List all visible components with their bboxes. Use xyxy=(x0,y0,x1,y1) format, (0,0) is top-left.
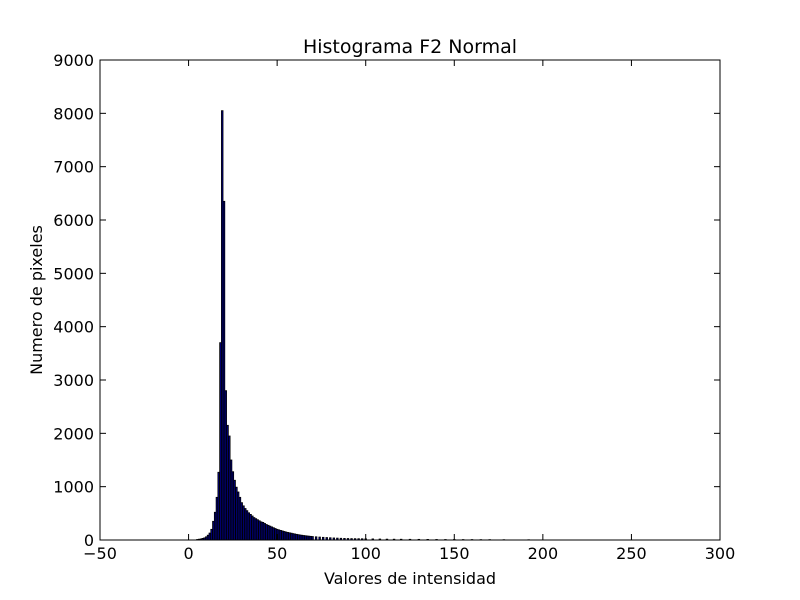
histogram-bar xyxy=(309,535,312,541)
histogram-bar xyxy=(263,523,266,541)
histogram-bar xyxy=(215,496,219,541)
histogram-bar xyxy=(235,486,238,541)
histogram-bar xyxy=(307,535,311,541)
x-tick-label: 0 xyxy=(183,544,193,563)
y-tick-label: 8000 xyxy=(53,104,94,123)
histogram-bar xyxy=(206,534,210,541)
histogram-bar xyxy=(247,512,250,541)
histogram-bar xyxy=(210,528,213,541)
histogram-bar xyxy=(293,533,297,541)
histogram-bar xyxy=(261,522,265,541)
histogram-bar xyxy=(265,524,268,541)
histogram-bar xyxy=(270,526,274,541)
histogram-bar xyxy=(277,529,281,541)
histogram-bar xyxy=(231,471,235,541)
y-tick-label: 3000 xyxy=(53,371,94,390)
histogram-bar xyxy=(252,517,256,541)
y-tick-label: 7000 xyxy=(53,158,94,177)
histogram-bar xyxy=(297,534,300,541)
histogram-bar xyxy=(219,342,222,541)
x-axis-title: Valores de intensidad xyxy=(324,569,496,588)
histogram-bar xyxy=(249,514,252,541)
histogram-bar xyxy=(258,520,261,541)
histogram-bar xyxy=(291,533,295,541)
histogram-bar xyxy=(238,496,242,541)
histogram-bar xyxy=(251,515,254,541)
histogram-bar xyxy=(244,508,247,541)
y-tick-label: 5000 xyxy=(53,264,94,283)
histogram-bar xyxy=(224,390,227,541)
histogram-bar xyxy=(298,534,302,541)
histogram-bar xyxy=(290,532,293,541)
histogram-bar xyxy=(283,531,286,541)
histogram-bar xyxy=(288,532,291,541)
histogram-bar xyxy=(306,535,309,541)
histogram-bar xyxy=(221,110,224,541)
y-axis-title: Numero de pixeles xyxy=(27,225,46,375)
histogram-bar xyxy=(279,530,282,541)
y-tick-label: 1000 xyxy=(53,478,94,497)
histogram-bar xyxy=(208,532,212,541)
y-tick-label: 4000 xyxy=(53,318,94,337)
x-tick-label: 100 xyxy=(350,544,381,563)
histogram-bar xyxy=(281,530,284,541)
histogram-bar xyxy=(259,521,263,541)
x-ticks: −50 0 50 100 150 200 250 300 xyxy=(83,60,735,563)
histogram-bar xyxy=(245,510,249,541)
x-tick-label: 250 xyxy=(616,544,647,563)
histogram-bar xyxy=(304,535,307,541)
plot-frame xyxy=(100,60,720,540)
histogram-bar xyxy=(233,479,236,541)
x-tick-label: 50 xyxy=(267,544,287,563)
histogram-bar xyxy=(212,520,215,541)
histogram-bar xyxy=(240,502,243,541)
histogram-bar xyxy=(300,534,304,541)
y-tick-label: 2000 xyxy=(53,424,94,443)
histogram-bar xyxy=(229,459,233,541)
x-tick-label: 150 xyxy=(439,544,470,563)
histogram-bar xyxy=(254,518,258,541)
histogram-bar xyxy=(274,528,277,541)
histogram-bar xyxy=(226,424,229,541)
histogram-bar xyxy=(256,519,259,541)
histogram-bar xyxy=(213,511,217,541)
y-tick-label: 0 xyxy=(84,531,94,550)
histogram-bar xyxy=(236,491,240,541)
histogram-bar xyxy=(272,527,275,541)
x-tick-label: −50 xyxy=(83,544,117,563)
x-tick-label: 300 xyxy=(705,544,736,563)
plot-border xyxy=(99,59,721,541)
histogram-bar xyxy=(268,525,272,541)
histogram-bar xyxy=(217,471,220,541)
histogram-bar xyxy=(228,435,231,541)
y-tick-label: 6000 xyxy=(53,211,94,230)
chart-title: Histograma F2 Normal xyxy=(303,36,517,58)
x-tick-label: 200 xyxy=(528,544,559,563)
histogram-bar xyxy=(242,505,245,541)
y-tick-label: 9000 xyxy=(53,51,94,70)
histogram-bar xyxy=(295,533,298,541)
histogram-bar xyxy=(286,532,289,541)
plot-area: −50 0 50 100 150 200 250 300 010002000300040005… xyxy=(53,51,735,563)
histogram-bar xyxy=(267,524,270,541)
y-ticks: 0 1000 2000 3000 4000 5000 6000 7000 8000 9000 xyxy=(53,51,720,550)
histogram-bar xyxy=(222,200,226,541)
bars xyxy=(196,110,530,541)
histogram-bar xyxy=(284,531,288,541)
histogram-bar xyxy=(311,536,314,541)
histogram-bar xyxy=(302,535,305,541)
